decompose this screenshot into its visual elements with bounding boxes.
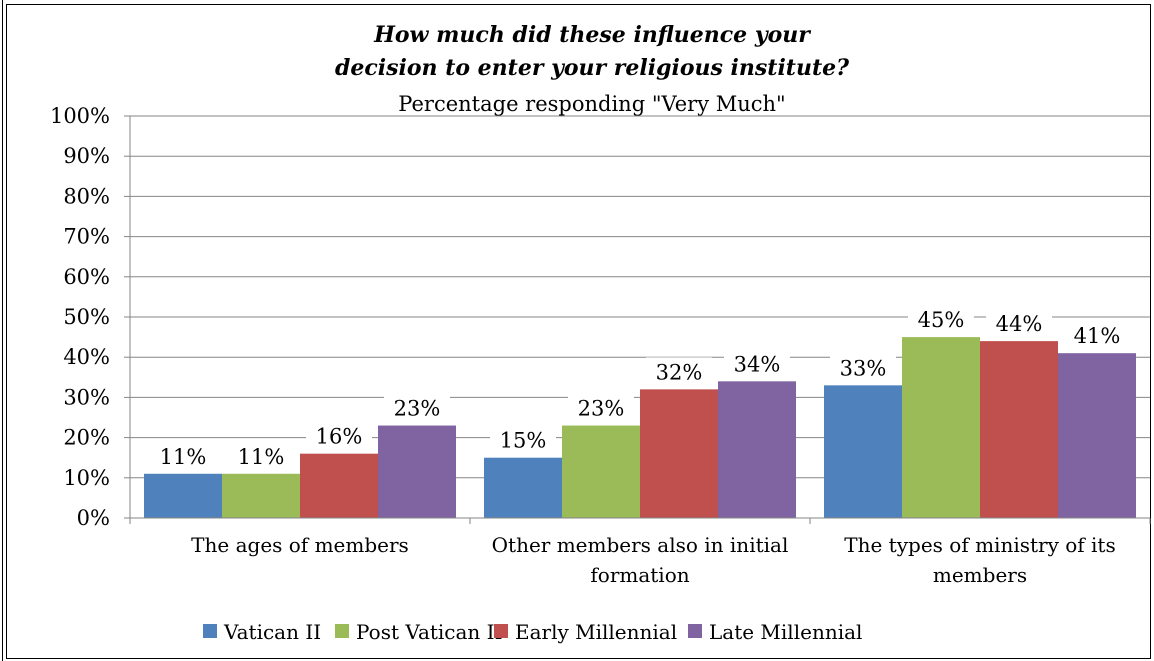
y-tick-label: 70%: [63, 225, 110, 249]
legend: Vatican II Post Vatican II Early Millennia…: [203, 620, 862, 644]
y-tick-label: 60%: [63, 265, 110, 289]
y-tick-label: 30%: [63, 385, 110, 409]
data-label: 34%: [734, 352, 781, 376]
bar-1-3: [824, 385, 902, 518]
data-label-bg: [908, 305, 974, 334]
bar-2-3: [902, 337, 980, 518]
data-label: 33%: [840, 356, 887, 380]
bar-3-1: [300, 453, 378, 518]
data-label-bg: [228, 441, 294, 470]
legend-label-3: Early Millennial: [515, 620, 677, 644]
data-label-bg: [646, 357, 712, 386]
data-label: 15%: [500, 429, 547, 453]
category-label: members: [933, 563, 1027, 587]
y-tick-label: 40%: [63, 345, 110, 369]
category-label: formation: [590, 563, 689, 587]
chart-title-line-1: How much did these influence your: [373, 22, 811, 48]
chart-subtitle: Percentage responding "Very Much": [398, 92, 785, 116]
data-label-bg: [1064, 321, 1130, 350]
y-tick-label: 100%: [50, 104, 110, 128]
chart-frame: [6, 4, 1151, 659]
category-label: The types of ministry of its: [844, 533, 1115, 557]
data-label: 23%: [578, 397, 625, 421]
y-tick-label: 90%: [63, 144, 110, 168]
data-label: 41%: [1074, 324, 1121, 348]
y-axis-tick-labels: 0% 10% 20% 30% 40% 50% 60% 70% 80% 90% 100%: [50, 104, 110, 530]
legend-swatch-4: [688, 624, 702, 638]
legend-swatch-1: [203, 624, 217, 638]
data-label: 16%: [316, 425, 363, 449]
bar-3-3: [980, 341, 1058, 518]
chart-title: How much did these influence your decisio…: [335, 22, 850, 81]
legend-label-4: Late Millennial: [709, 620, 862, 644]
data-label: 23%: [394, 397, 441, 421]
bar-2-1: [222, 473, 300, 518]
data-label: 44%: [996, 312, 1043, 336]
bar-1-1: [144, 473, 222, 518]
data-label-bg: [306, 421, 372, 450]
data-label: 11%: [160, 445, 207, 469]
legend-label-1: Vatican II: [223, 620, 321, 644]
category-label: Other members also in initial: [492, 533, 789, 557]
data-label-bg: [830, 353, 896, 382]
y-tick-label: 80%: [63, 184, 110, 208]
data-label: 45%: [918, 308, 965, 332]
data-label-bg: [490, 425, 556, 454]
bar-1-2: [484, 457, 562, 518]
category-labels: The ages of members Other members also in…: [191, 533, 1116, 587]
legend-label-2: Post Vatican II: [356, 620, 502, 644]
bar-3-2: [640, 389, 718, 518]
data-labels: 11% 15% 33% 11% 23% 45% 16% 32% 44% 23% 34% 41%: [150, 305, 1130, 470]
bar-2-2: [562, 425, 640, 518]
axes: [129, 116, 1151, 524]
y-tick-label: 0%: [77, 506, 110, 530]
data-label-bg: [150, 441, 216, 470]
y-tick-label: 50%: [63, 305, 110, 329]
y-tick-label: 10%: [63, 466, 110, 490]
data-label-bg: [724, 349, 790, 378]
data-label-bg: [986, 309, 1052, 338]
data-label: 11%: [238, 445, 285, 469]
legend-swatch-2: [335, 624, 349, 638]
y-tick-label: 20%: [63, 426, 110, 450]
bars: [144, 337, 1136, 518]
bar-4-2: [718, 381, 796, 518]
legend-swatch-3: [494, 624, 508, 638]
chart-title-line-2: decision to enter your religious institu…: [335, 55, 850, 81]
data-label: 32%: [656, 360, 703, 384]
data-label-bg: [568, 393, 634, 422]
category-label: The ages of members: [191, 533, 409, 557]
bar-4-1: [378, 425, 456, 518]
bar-4-3: [1058, 353, 1136, 518]
data-label-bg: [384, 393, 450, 422]
